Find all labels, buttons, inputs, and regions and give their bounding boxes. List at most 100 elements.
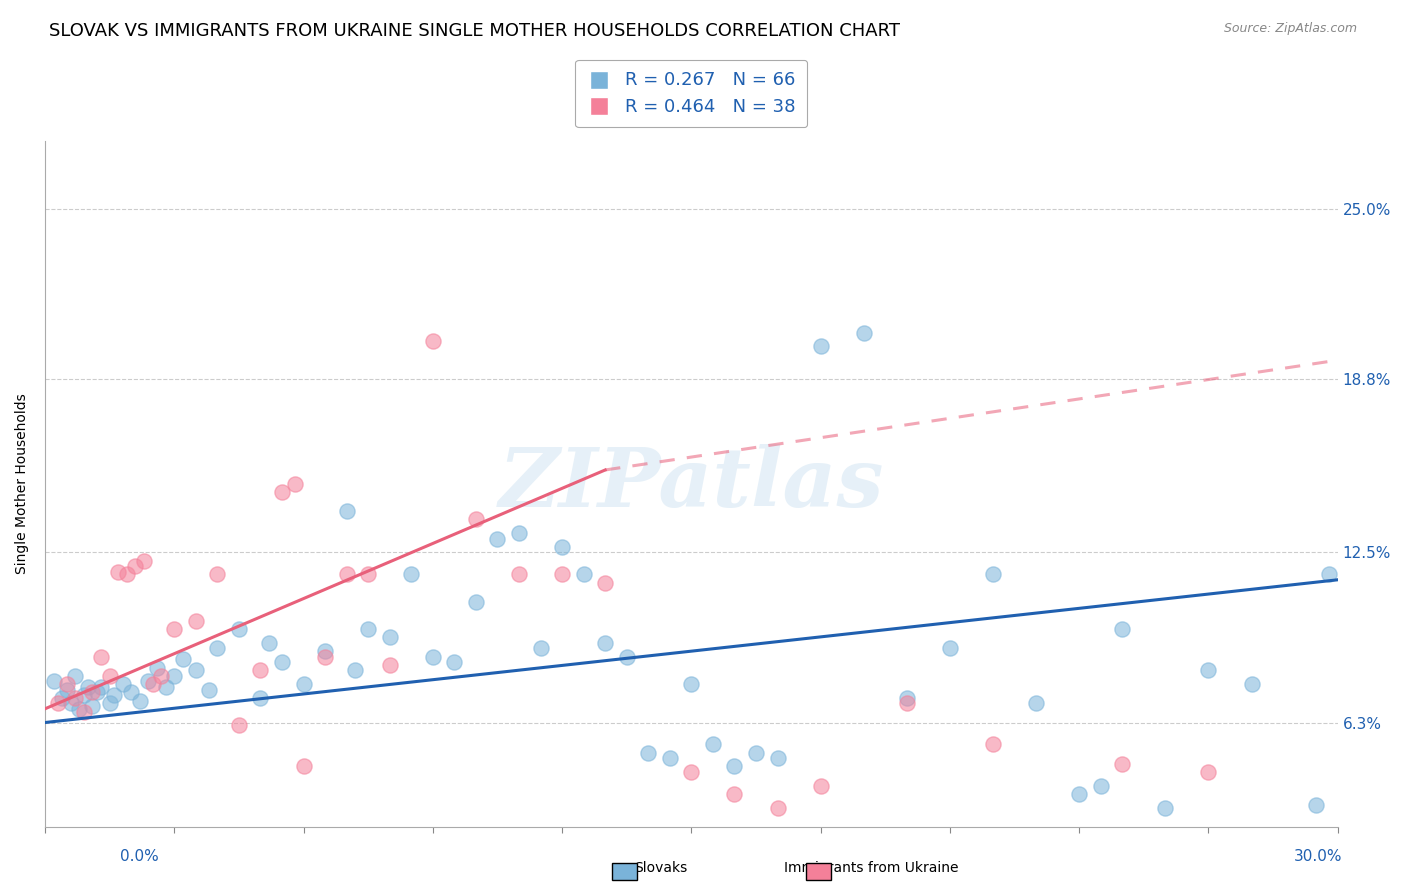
Point: [422, 649, 444, 664]
Point: [257, 636, 280, 650]
Point: [1111, 756, 1133, 771]
Text: Slovaks: Slovaks: [634, 862, 688, 875]
Point: [681, 764, 703, 779]
Point: [163, 669, 186, 683]
Point: [55, 677, 77, 691]
Point: [1111, 622, 1133, 636]
Point: [111, 677, 134, 691]
Point: [98, 669, 121, 683]
Point: [508, 567, 530, 582]
Point: [702, 738, 724, 752]
Point: [593, 575, 616, 590]
Point: [572, 567, 595, 582]
Point: [1198, 664, 1220, 678]
Point: [508, 526, 530, 541]
Text: ZIPatlas: ZIPatlas: [499, 443, 884, 524]
Point: [981, 567, 1004, 582]
Point: [464, 512, 486, 526]
Point: [271, 655, 294, 669]
Point: [314, 649, 336, 664]
Point: [55, 682, 77, 697]
Point: [115, 567, 138, 582]
Point: [443, 655, 465, 669]
Point: [551, 540, 574, 554]
Y-axis label: Single Mother Households: Single Mother Households: [15, 393, 30, 574]
Point: [1198, 764, 1220, 779]
Text: 30.0%: 30.0%: [1295, 849, 1343, 863]
Point: [42, 674, 65, 689]
Point: [107, 565, 129, 579]
Point: [90, 649, 112, 664]
Point: [766, 751, 789, 765]
Legend: R = 0.267   N = 66, R = 0.464   N = 38: R = 0.267 N = 66, R = 0.464 N = 38: [575, 60, 807, 128]
Point: [46, 696, 69, 710]
Point: [184, 614, 207, 628]
Point: [1025, 696, 1047, 710]
Point: [73, 688, 96, 702]
Point: [63, 690, 86, 705]
Point: [271, 484, 294, 499]
Point: [163, 622, 186, 636]
Point: [103, 688, 125, 702]
Text: SLOVAK VS IMMIGRANTS FROM UKRAINE SINGLE MOTHER HOUSEHOLDS CORRELATION CHART: SLOVAK VS IMMIGRANTS FROM UKRAINE SINGLE…: [49, 22, 900, 40]
Point: [197, 682, 219, 697]
Point: [292, 677, 315, 691]
Point: [810, 339, 832, 353]
Point: [1154, 800, 1177, 814]
Point: [336, 567, 359, 582]
Point: [1317, 567, 1340, 582]
Point: [98, 696, 121, 710]
Point: [723, 759, 745, 773]
Point: [357, 622, 380, 636]
Text: 0.0%: 0.0%: [120, 849, 159, 863]
Point: [63, 669, 86, 683]
Point: [981, 738, 1004, 752]
Text: Source: ZipAtlas.com: Source: ZipAtlas.com: [1223, 22, 1357, 36]
Point: [681, 677, 703, 691]
Point: [336, 504, 359, 518]
Point: [616, 649, 638, 664]
Point: [172, 652, 194, 666]
Point: [142, 677, 165, 691]
Point: [1305, 797, 1327, 812]
Point: [766, 800, 789, 814]
Point: [228, 622, 250, 636]
Point: [314, 644, 336, 658]
Point: [939, 641, 962, 656]
Point: [593, 636, 616, 650]
Point: [120, 685, 142, 699]
Point: [207, 641, 229, 656]
Point: [852, 326, 875, 340]
Point: [357, 567, 380, 582]
Point: [1240, 677, 1263, 691]
Point: [155, 680, 177, 694]
Point: [723, 787, 745, 801]
Point: [146, 660, 169, 674]
Point: [292, 759, 315, 773]
Point: [551, 567, 574, 582]
Point: [184, 664, 207, 678]
Point: [658, 751, 681, 765]
Point: [228, 718, 250, 732]
Point: [810, 779, 832, 793]
Point: [138, 674, 160, 689]
Point: [249, 664, 271, 678]
Text: Immigrants from Ukraine: Immigrants from Ukraine: [785, 862, 959, 875]
Point: [128, 693, 150, 707]
Point: [124, 559, 146, 574]
Point: [378, 631, 401, 645]
Point: [51, 690, 73, 705]
Point: [73, 705, 96, 719]
Point: [90, 680, 112, 694]
Point: [284, 476, 307, 491]
Point: [150, 669, 173, 683]
Point: [896, 696, 918, 710]
Point: [378, 657, 401, 672]
Point: [464, 595, 486, 609]
Point: [77, 680, 100, 694]
Point: [422, 334, 444, 348]
Point: [249, 690, 271, 705]
Point: [896, 690, 918, 705]
Point: [132, 553, 155, 567]
Point: [1090, 779, 1112, 793]
